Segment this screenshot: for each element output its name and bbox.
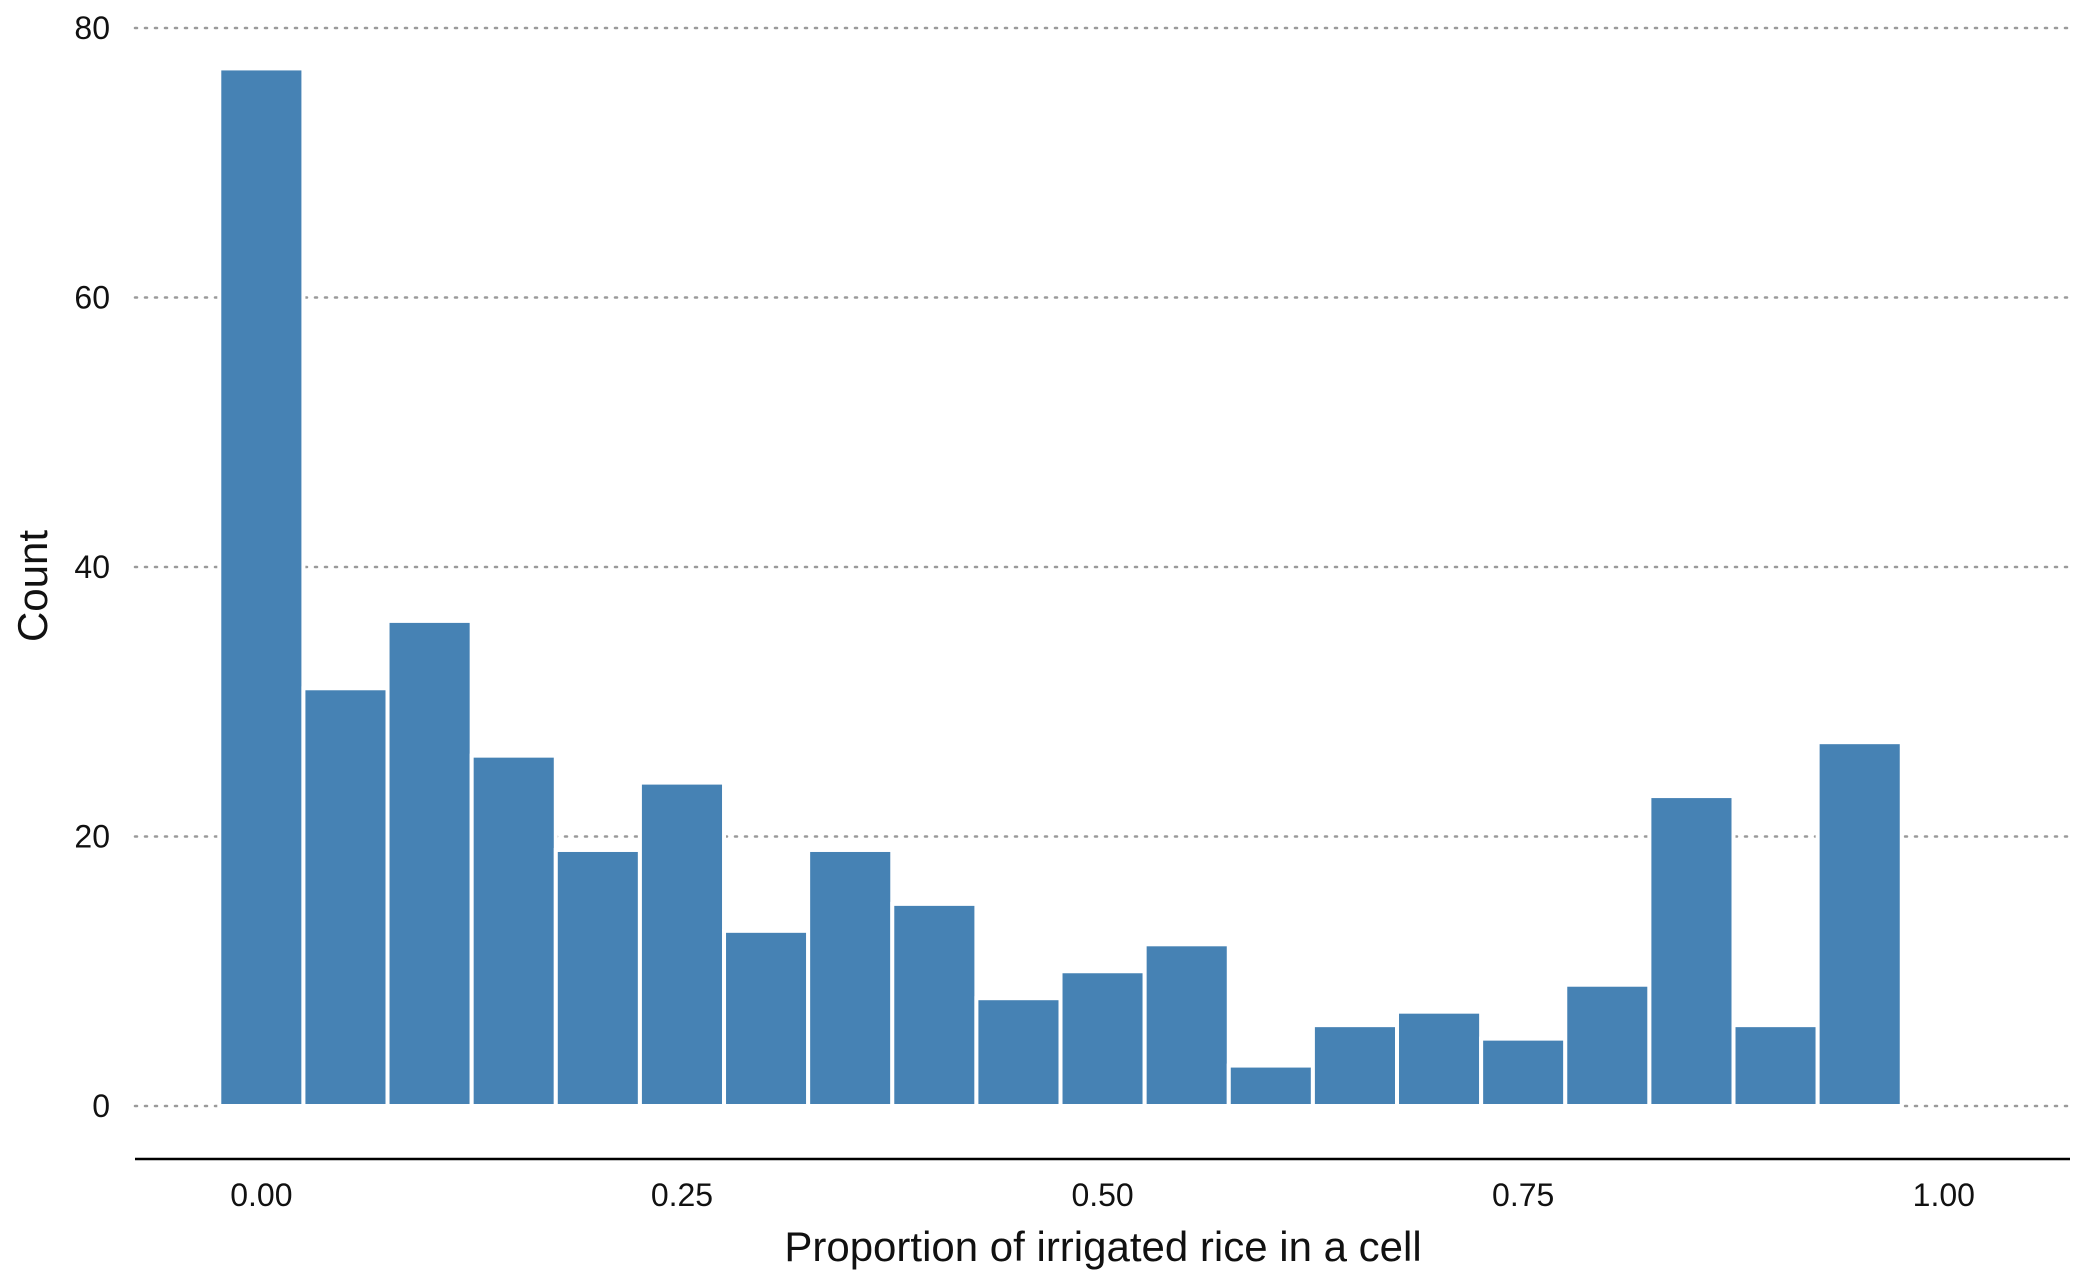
x-tick-label: 1.00 — [1913, 1177, 1975, 1213]
histogram-bar — [806, 847, 895, 1108]
y-tick-labels: 0 20 40 60 80 — [74, 10, 110, 1124]
histogram-bar — [1563, 982, 1652, 1108]
x-tick-label: 0.50 — [1071, 1177, 1133, 1213]
histogram-bar — [301, 686, 390, 1109]
histogram-bars — [217, 66, 1904, 1109]
histogram-bar — [385, 618, 474, 1109]
histogram-bar — [1479, 1036, 1568, 1108]
histogram-bar — [217, 66, 306, 1108]
histogram-bar — [1310, 1023, 1400, 1109]
y-tick-label: 0 — [92, 1088, 110, 1124]
histogram-bar — [1731, 1023, 1820, 1109]
y-tick-label: 80 — [74, 10, 110, 46]
y-axis-title: Count — [9, 530, 56, 642]
histogram-bar — [1395, 1009, 1484, 1108]
x-tick-labels: 0.00 0.25 0.50 0.75 1.00 — [230, 1177, 1975, 1213]
histogram-bar — [469, 753, 558, 1109]
histogram-bar — [974, 996, 1063, 1109]
histogram-bar — [890, 901, 979, 1108]
x-tick-label: 0.00 — [230, 1177, 292, 1213]
histogram-bar — [1647, 794, 1736, 1108]
x-tick-label: 0.25 — [651, 1177, 713, 1213]
histogram-bar — [1226, 1063, 1315, 1108]
y-tick-label: 60 — [74, 280, 110, 316]
histogram-bar — [1142, 942, 1231, 1108]
y-tick-label: 20 — [74, 819, 110, 855]
histogram-bar — [553, 847, 642, 1108]
x-tick-label: 0.75 — [1492, 1177, 1554, 1213]
y-tick-label: 40 — [74, 549, 110, 585]
histogram-bar — [1058, 969, 1147, 1108]
histogram-bar — [1815, 740, 1904, 1108]
x-axis-title: Proportion of irrigated rice in a cell — [784, 1223, 1421, 1270]
histogram-bar — [637, 780, 727, 1108]
histogram-bar — [722, 928, 811, 1109]
